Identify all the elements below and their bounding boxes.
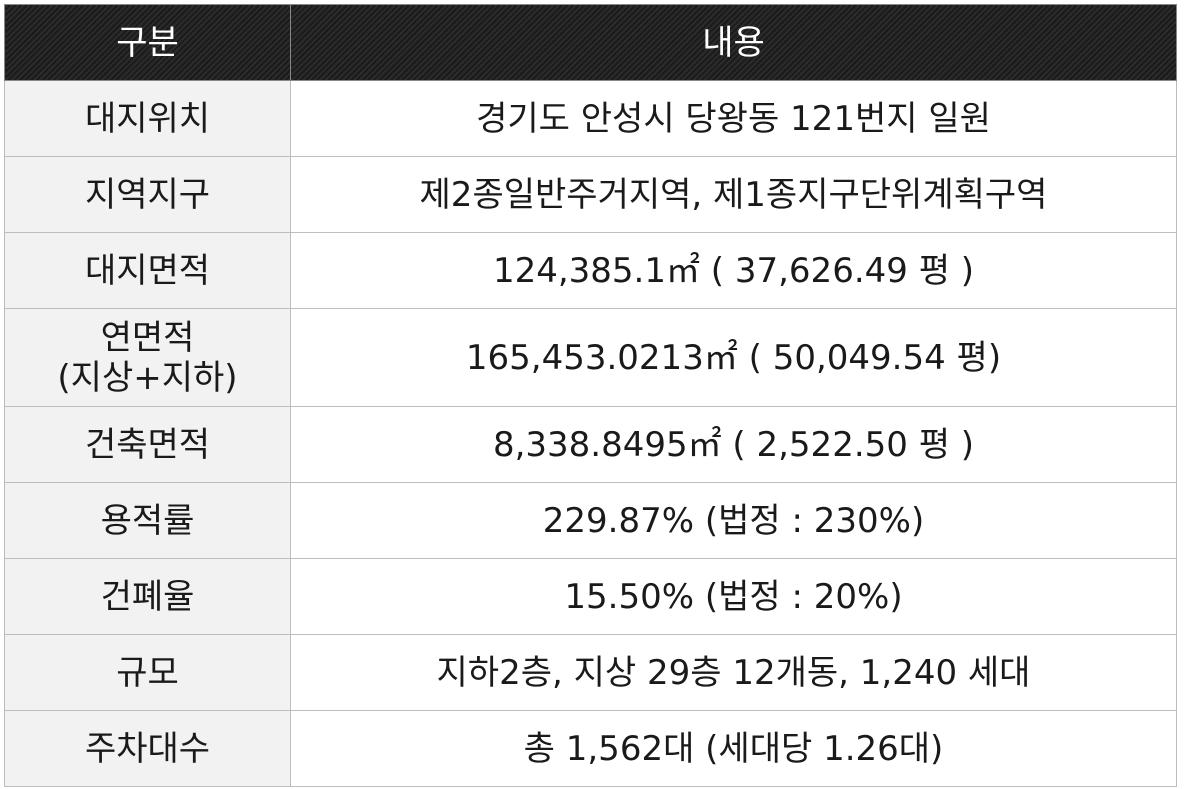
value-cell: 제2종일반주거지역, 제1종지구단위계획구역 (290, 156, 1177, 233)
table-row: 대지면적 124,385.1㎡ ( 37,626.49 평 ) (4, 232, 1177, 309)
table-row: 건축면적 8,338.8495㎡ ( 2,522.50 평 ) (4, 406, 1177, 483)
table-row: 대지위치 경기도 안성시 당왕동 121번지 일원 (4, 80, 1177, 157)
value-cell: 15.50% (법정 : 20%) (290, 558, 1177, 635)
info-table: 구분 내용 대지위치 경기도 안성시 당왕동 121번지 일원 지역지구 제2종일반주… (4, 4, 1177, 787)
table-row: 지역지구 제2종일반주거지역, 제1종지구단위계획구역 (4, 156, 1177, 233)
table-row: 규모 지하2층, 지상 29층 12개동, 1,240 세대 (4, 634, 1177, 711)
label-cell: 규모 (4, 634, 291, 711)
table-row: 주차대수 총 1,562대 (세대당 1.26대) (4, 710, 1177, 787)
table-row: 용적률 229.87% (법정 : 230%) (4, 482, 1177, 559)
value-cell: 지하2층, 지상 29층 12개동, 1,240 세대 (290, 634, 1177, 711)
label-cell: 주차대수 (4, 710, 291, 787)
label-cell: 건폐율 (4, 558, 291, 635)
header-cell: 구분 (4, 4, 291, 81)
value-cell: 8,338.8495㎡ ( 2,522.50 평 ) (290, 406, 1177, 483)
label-cell: 건축면적 (4, 406, 291, 483)
label-cell: 대지면적 (4, 232, 291, 309)
label-cell: 연면적 (지상+지하) (4, 308, 291, 407)
value-cell: 229.87% (법정 : 230%) (290, 482, 1177, 559)
label-cell: 지역지구 (4, 156, 291, 233)
header-row: 구분 내용 (4, 4, 1177, 81)
label-cell: 대지위치 (4, 80, 291, 157)
value-cell: 124,385.1㎡ ( 37,626.49 평 ) (290, 232, 1177, 309)
value-cell: 165,453.0213㎡ ( 50,049.54 평) (290, 308, 1177, 407)
table-row: 연면적 (지상+지하) 165,453.0213㎡ ( 50,049.54 평) (4, 308, 1177, 407)
table-body: 대지위치 경기도 안성시 당왕동 121번지 일원 지역지구 제2종일반주거지역, 제… (4, 80, 1177, 787)
label-cell: 용적률 (4, 482, 291, 559)
header-cell: 내용 (290, 4, 1177, 81)
value-cell: 총 1,562대 (세대당 1.26대) (290, 710, 1177, 787)
table-row: 건폐율 15.50% (법정 : 20%) (4, 558, 1177, 635)
value-cell: 경기도 안성시 당왕동 121번지 일원 (290, 80, 1177, 157)
